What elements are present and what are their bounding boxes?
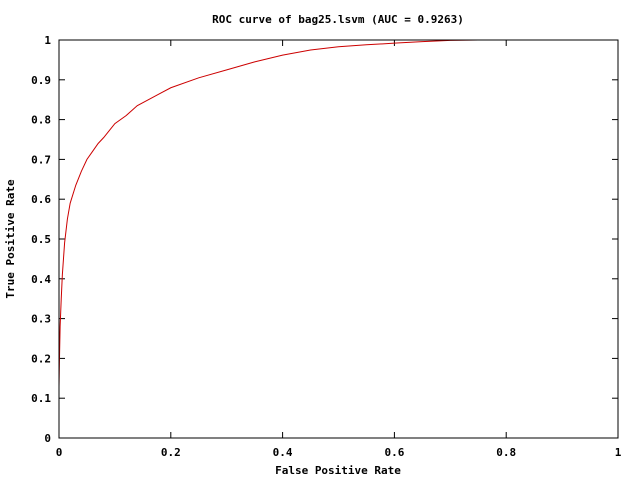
- y-tick-label: 0.9: [31, 74, 51, 87]
- y-tick-label: 0.6: [31, 193, 51, 206]
- y-tick-label: 0.2: [31, 352, 51, 365]
- y-tick-label: 0.5: [31, 233, 51, 246]
- y-axis-ticks: 0 0.1 0.2 0.3 0.4 0.5 0.6 0.7 0.8 0.9 1: [31, 34, 618, 445]
- y-tick-label: 0.7: [31, 153, 51, 166]
- x-axis-label: False Positive Rate: [275, 464, 401, 477]
- y-tick-label: 1: [44, 34, 51, 47]
- chart-title: ROC curve of bag25.lsvm (AUC = 0.9263): [212, 13, 464, 26]
- y-axis-label: True Positive Rate: [4, 179, 17, 299]
- y-tick-label: 0.4: [31, 273, 51, 286]
- x-axis-ticks: 0 0.2 0.4 0.6 0.8 1: [56, 40, 622, 459]
- y-tick-label: 0.8: [31, 114, 51, 127]
- x-tick-label: 0.2: [161, 446, 181, 459]
- x-tick-label: 0.4: [273, 446, 293, 459]
- y-tick-label: 0: [44, 432, 51, 445]
- x-tick-label: 0.6: [384, 446, 404, 459]
- x-tick-label: 1: [615, 446, 622, 459]
- x-tick-label: 0: [56, 446, 63, 459]
- y-tick-label: 0.1: [31, 392, 51, 405]
- roc-curve-line: [58, 39, 479, 387]
- plot-frame: [58, 39, 619, 439]
- x-tick-label: 0.8: [496, 446, 516, 459]
- y-tick-label: 0.3: [31, 313, 51, 326]
